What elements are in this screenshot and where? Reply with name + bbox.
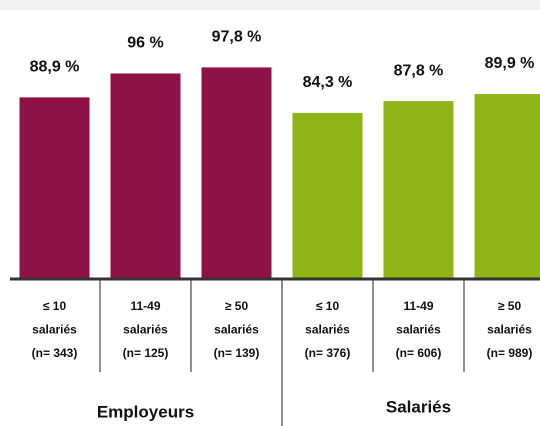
- x-tick-label: (n= 606): [396, 346, 442, 360]
- bar: [19, 97, 90, 279]
- x-tick-label: (n= 376): [305, 346, 351, 360]
- value-label: 87,8 %: [394, 62, 444, 79]
- x-tick-label: (n= 125): [123, 346, 169, 360]
- bar: [201, 67, 272, 279]
- x-tick-label: salariés: [214, 323, 259, 337]
- x-tick-label: salariés: [305, 323, 350, 337]
- value-label: 88,9 %: [30, 59, 80, 76]
- bar: [110, 73, 181, 279]
- x-tick-label: (n= 343): [32, 346, 78, 360]
- x-tick-label: ≥ 50: [498, 299, 522, 313]
- x-tick-label: salariés: [123, 323, 168, 337]
- x-tick-label: salariés: [396, 323, 441, 337]
- value-label: 97,8 %: [212, 29, 262, 46]
- value-label: 89,9 %: [485, 55, 535, 72]
- x-tick-label: salariés: [32, 323, 77, 337]
- x-tick-label: salariés: [487, 323, 532, 337]
- x-tick-label: 11-49: [403, 299, 433, 313]
- value-label: 96 %: [127, 35, 163, 52]
- x-tick-label: (n= 139): [214, 346, 260, 360]
- top-band: [0, 0, 540, 10]
- x-tick-label: 11-49: [130, 299, 160, 313]
- bar: [383, 101, 454, 279]
- group-label: Employeurs: [97, 402, 194, 421]
- x-tick-label: (n= 989): [487, 346, 533, 360]
- x-tick-label: ≤ 10: [316, 299, 340, 313]
- x-tick-label: ≤ 10: [43, 299, 67, 313]
- x-tick-label: ≥ 50: [225, 299, 249, 313]
- bar: [292, 112, 363, 280]
- value-label: 84,3 %: [303, 74, 353, 91]
- bar: [474, 94, 540, 279]
- group-label: Salariés: [386, 397, 451, 416]
